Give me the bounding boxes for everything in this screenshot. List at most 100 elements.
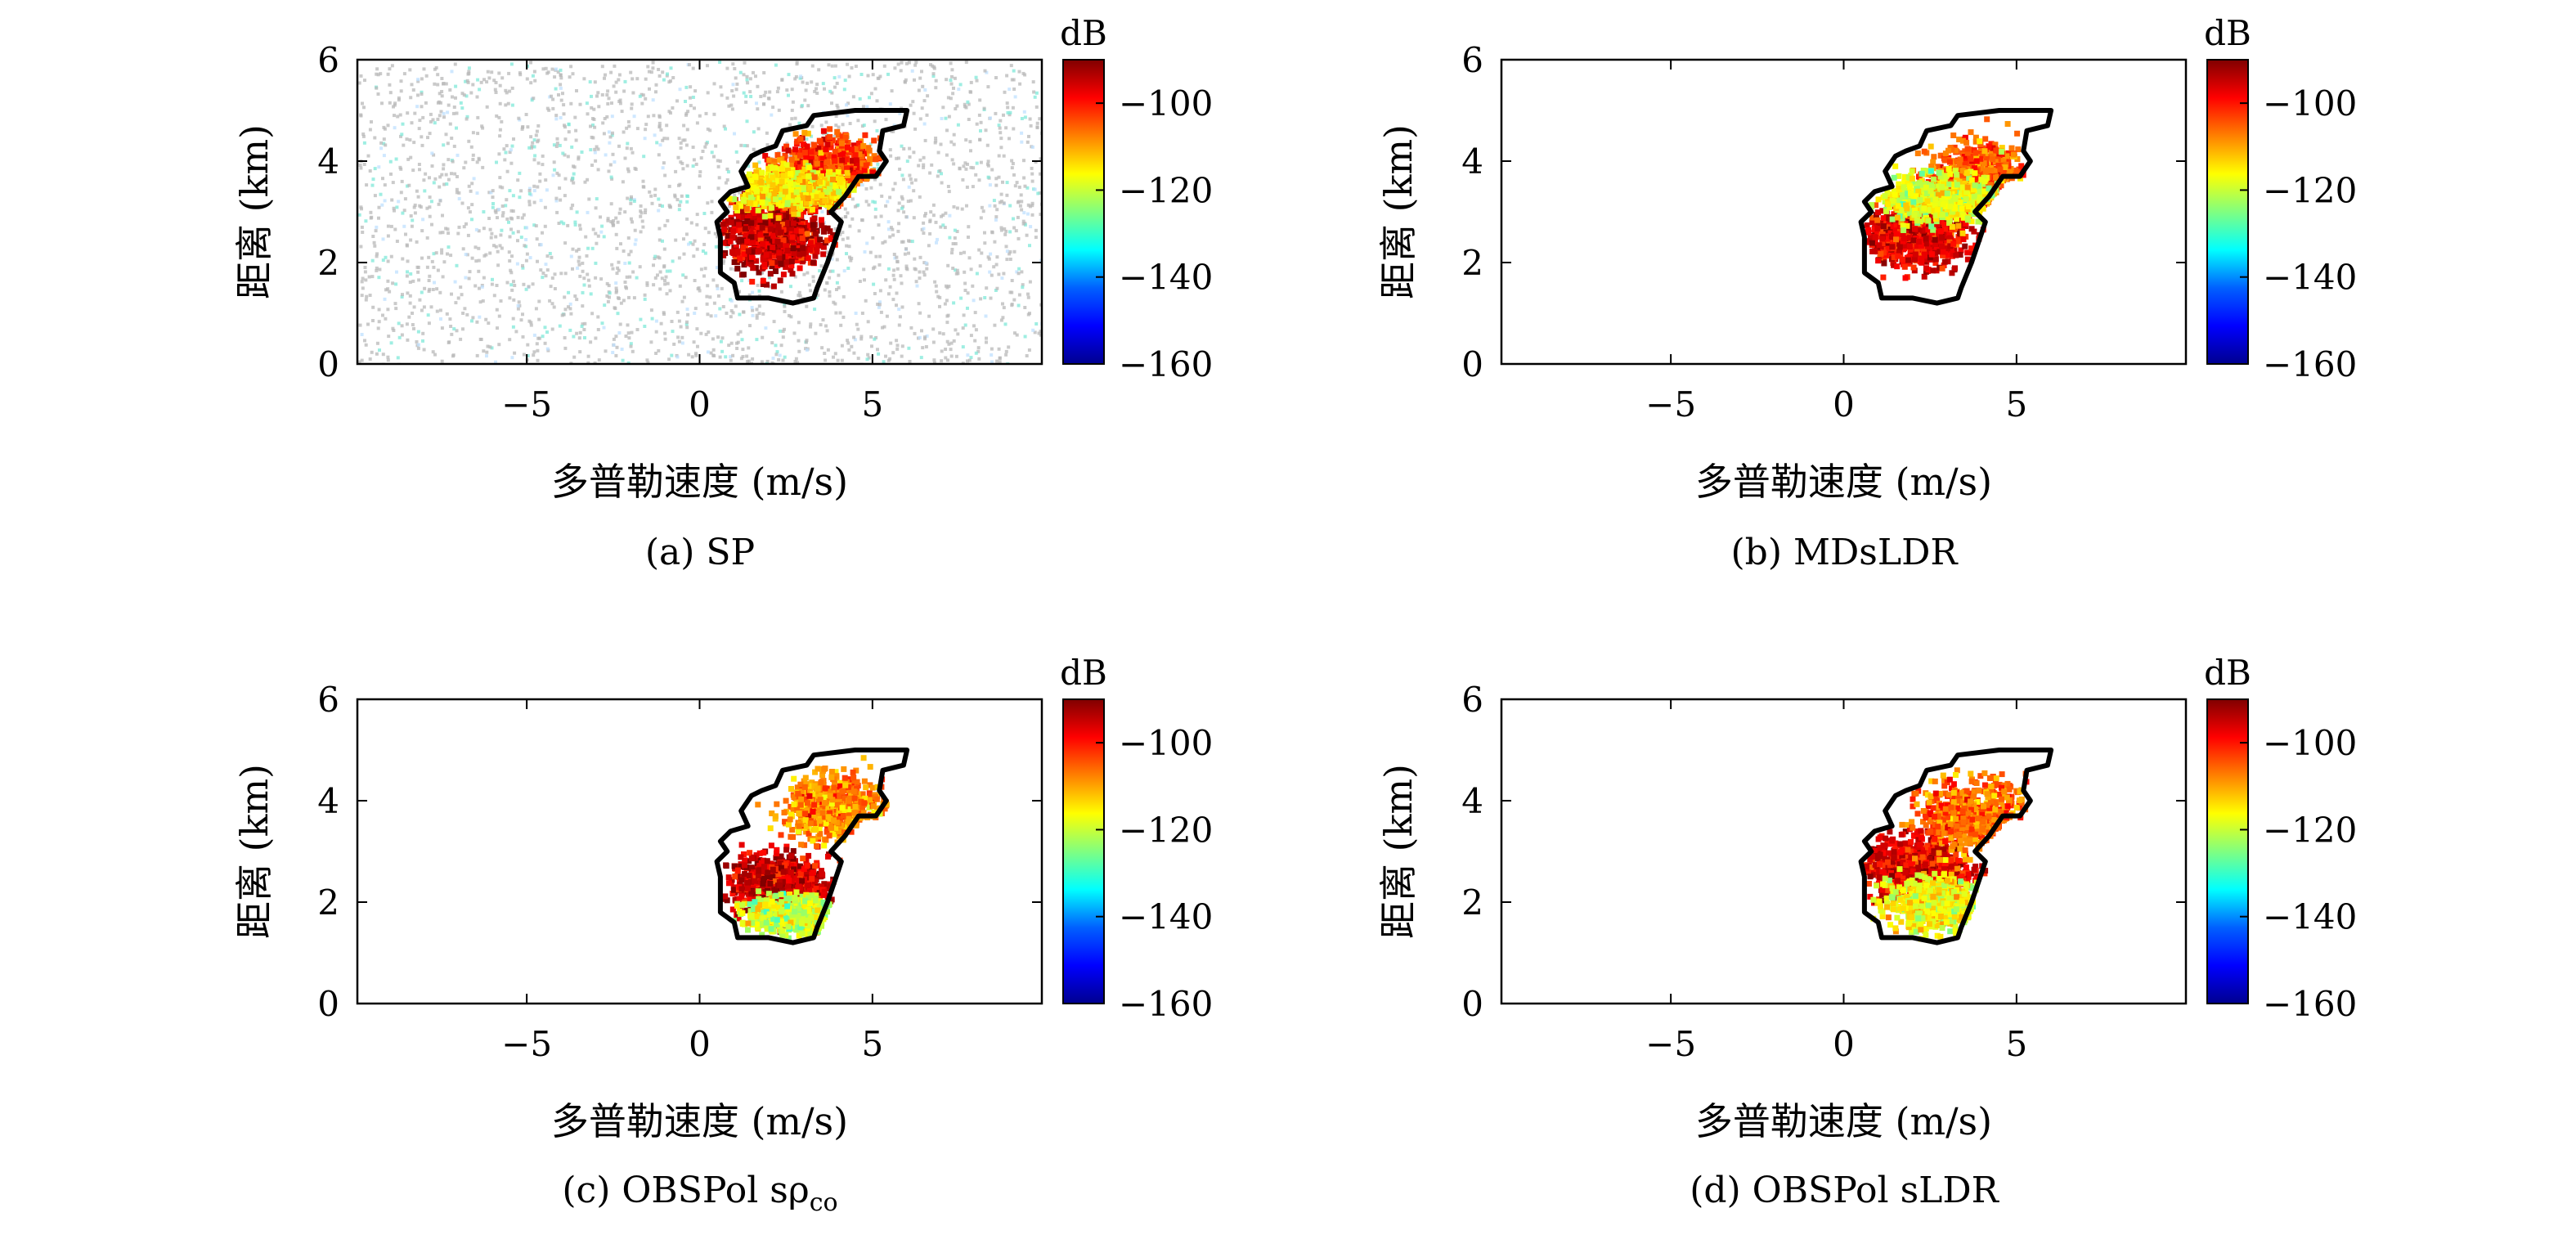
- noise-pixel: [994, 218, 998, 222]
- noise-pixel: [732, 94, 736, 98]
- noise-pixel: [791, 100, 795, 104]
- noise-pixel: [731, 83, 735, 87]
- spectrum-cell: [804, 143, 810, 150]
- noise-pixel: [610, 115, 614, 119]
- spectrum-cell: [721, 227, 727, 233]
- spectrum-cell: [749, 278, 756, 285]
- noise-pixel: [945, 321, 949, 325]
- spectrum-cell: [739, 248, 745, 254]
- noise-pixel: [963, 289, 967, 292]
- noise-pixel: [993, 323, 997, 327]
- spectrum-cell: [803, 200, 810, 206]
- noise-pixel: [671, 330, 675, 334]
- noise-pixel: [680, 335, 684, 339]
- noise-pixel: [963, 270, 967, 274]
- noise-pixel: [1013, 184, 1017, 188]
- noise-pixel: [386, 72, 390, 76]
- noise-pixel: [586, 112, 590, 116]
- noise-pixel: [657, 153, 661, 157]
- noise-pixel: [820, 209, 824, 213]
- noise-pixel: [550, 327, 554, 331]
- noise-pixel: [429, 200, 433, 204]
- noise-pixel: [1013, 95, 1017, 99]
- noise-pixel: [430, 164, 434, 168]
- noise-pixel: [505, 217, 509, 221]
- noise-pixel: [663, 337, 667, 341]
- noise-pixel: [850, 66, 854, 70]
- noise-pixel: [581, 290, 585, 294]
- noise-pixel: [476, 132, 480, 136]
- noise-pixel: [427, 321, 431, 326]
- y-tick-label: 2: [317, 243, 339, 283]
- noise-pixel: [1034, 322, 1039, 326]
- noise-pixel: [940, 172, 943, 176]
- noise-pixel: [693, 279, 697, 282]
- noise-pixel: [429, 112, 433, 116]
- noise-pixel: [1002, 154, 1006, 158]
- noise-pixel: [521, 335, 525, 339]
- noise-pixel: [895, 347, 900, 351]
- noise-pixel: [935, 240, 938, 245]
- noise-pixel: [667, 357, 671, 362]
- noise-pixel: [511, 231, 515, 235]
- noise-pixel: [623, 281, 627, 284]
- noise-pixel: [478, 300, 482, 304]
- noise-pixel: [559, 272, 563, 276]
- spectrum-cell: [733, 245, 739, 250]
- noise-pixel: [408, 68, 412, 72]
- noise-pixel: [532, 333, 536, 337]
- noise-pixel: [918, 335, 922, 339]
- noise-pixel: [465, 79, 469, 83]
- noise-pixel: [958, 251, 963, 255]
- spectrum-cell: [720, 240, 727, 246]
- noise-pixel: [373, 167, 377, 171]
- noise-pixel: [990, 231, 994, 235]
- noise-pixel: [909, 199, 913, 203]
- noise-pixel: [952, 301, 956, 305]
- noise-pixel: [680, 194, 684, 198]
- noise-pixel: [425, 236, 429, 240]
- noise-pixel: [596, 147, 600, 151]
- noise-pixel: [676, 335, 680, 339]
- spectrum-cell: [797, 164, 804, 171]
- noise-pixel: [1002, 272, 1006, 276]
- noise-pixel: [840, 217, 843, 221]
- noise-pixel: [632, 200, 636, 203]
- noise-pixel: [761, 335, 765, 339]
- noise-pixel: [702, 274, 706, 278]
- noise-pixel: [574, 138, 578, 142]
- noise-pixel: [606, 102, 610, 106]
- noise-pixel: [949, 97, 953, 101]
- spectrum-cell: [755, 207, 761, 213]
- noise-pixel: [708, 295, 712, 299]
- noise-pixel: [997, 272, 1001, 276]
- noise-pixel: [580, 325, 584, 328]
- noise-pixel: [831, 269, 835, 273]
- noise-pixel: [504, 88, 508, 92]
- noise-pixel: [873, 119, 877, 124]
- noise-pixel: [908, 173, 912, 177]
- noise-pixel: [470, 218, 473, 222]
- noise-pixel: [451, 111, 456, 115]
- noise-pixel: [671, 106, 675, 110]
- noise-pixel: [379, 192, 383, 196]
- spectrum-cell: [774, 152, 781, 158]
- noise-pixel: [718, 61, 722, 64]
- noise-pixel: [497, 314, 501, 318]
- noise-pixel: [363, 266, 367, 269]
- noise-pixel: [1026, 292, 1030, 296]
- noise-pixel: [968, 140, 972, 144]
- noise-pixel: [427, 255, 431, 259]
- spectrum-cell: [774, 207, 781, 213]
- noise-pixel: [961, 362, 965, 364]
- noise-pixel: [395, 270, 398, 274]
- noise-pixel: [365, 183, 369, 187]
- noise-pixel: [869, 335, 873, 339]
- noise-pixel: [455, 187, 459, 191]
- noise-pixel: [764, 90, 768, 94]
- spectrum-cell: [812, 253, 819, 259]
- noise-pixel: [442, 111, 446, 115]
- colorbar-tick-label: −140: [1119, 258, 1213, 298]
- noise-pixel: [444, 132, 448, 137]
- noise-pixel: [903, 252, 907, 256]
